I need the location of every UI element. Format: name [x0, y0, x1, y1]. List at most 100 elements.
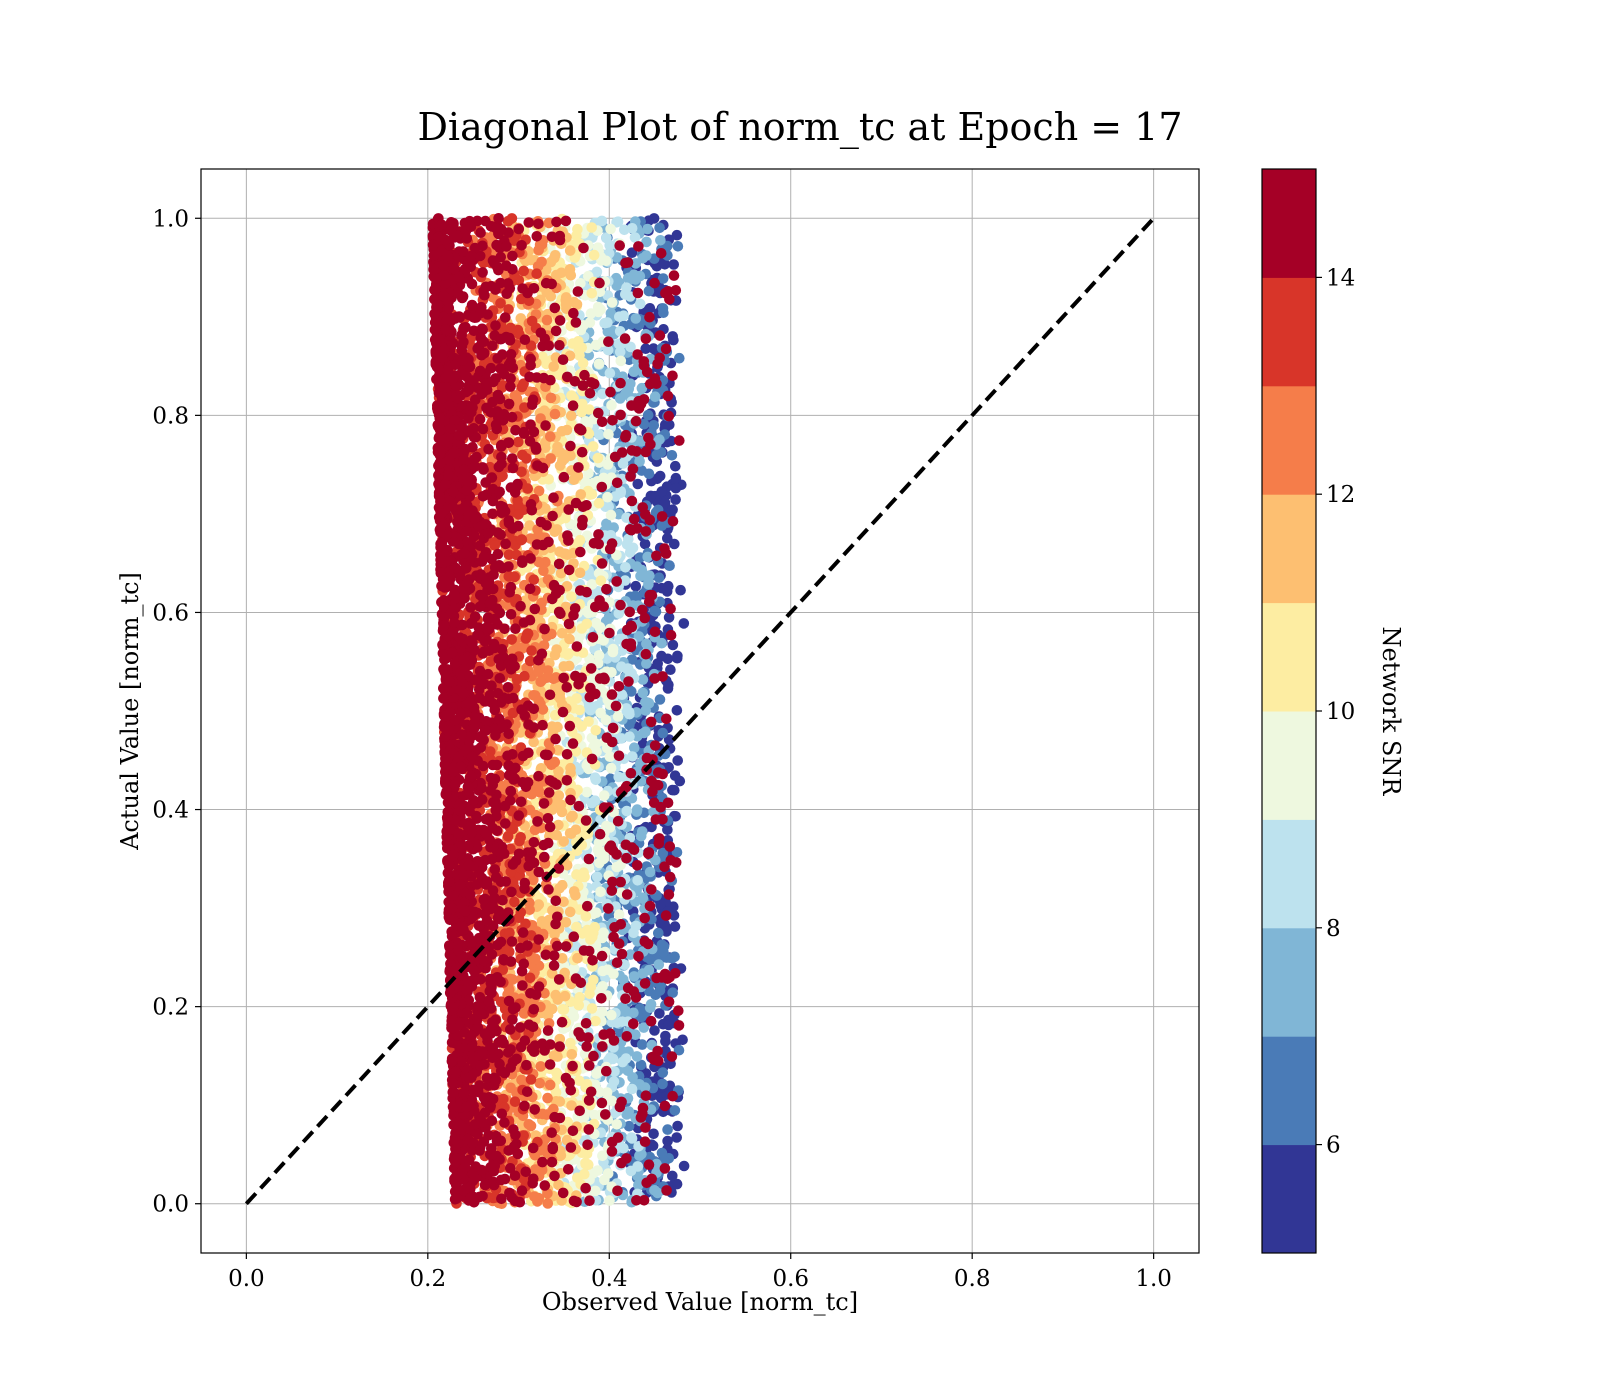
- scatter-point: [499, 623, 510, 635]
- scatter-point: [634, 298, 646, 310]
- scatter-point: [502, 831, 514, 842]
- scatter-point: [642, 551, 653, 563]
- scatter-point: [568, 963, 580, 974]
- scatter-point: [605, 223, 616, 235]
- scatter-point: [640, 343, 651, 355]
- scatter-point: [656, 486, 668, 497]
- scatter-point: [576, 406, 587, 418]
- scatter-point: [635, 1059, 647, 1071]
- scatter-point: [545, 392, 557, 404]
- scatter-point: [642, 223, 653, 235]
- scatter-point: [654, 1008, 665, 1019]
- scatter-point: [637, 674, 649, 685]
- scatter-point: [601, 232, 612, 244]
- scatter-point: [600, 714, 612, 726]
- scatter-point: [618, 1142, 629, 1154]
- scatter-point: [649, 391, 661, 403]
- scatter-point: [643, 215, 654, 226]
- scatter-point: [605, 308, 617, 319]
- scatter-point: [648, 420, 660, 431]
- scatter-point: [474, 413, 486, 425]
- scatter-point: [526, 645, 537, 656]
- scatter-point: [602, 344, 614, 356]
- scatter-point: [518, 265, 529, 277]
- scatter-point: [663, 580, 674, 592]
- scatter-point: [576, 623, 588, 634]
- scatter-point: [678, 618, 690, 629]
- scatter-point: [662, 1124, 673, 1135]
- scatter-point: [667, 987, 678, 998]
- scatter-point: [521, 453, 532, 464]
- scatter-point: [503, 398, 515, 410]
- scatter-point: [630, 313, 642, 324]
- scatter-point: [663, 679, 674, 690]
- scatter-point: [571, 869, 582, 880]
- scatter-point: [657, 727, 669, 739]
- scatter-point: [535, 676, 546, 688]
- scatter-point: [659, 259, 671, 270]
- scatter-point: [670, 494, 681, 505]
- scatter-point: [613, 771, 624, 783]
- scatter-point: [610, 491, 621, 502]
- scatter-point: [630, 920, 642, 932]
- scatter-point: [584, 700, 595, 711]
- scatter-point: [635, 570, 646, 582]
- scatter-point: [565, 812, 577, 823]
- scatter-point: [670, 472, 682, 484]
- scatter-point: [602, 1168, 614, 1179]
- scatter-point: [633, 631, 645, 642]
- scatter-point: [597, 1150, 608, 1162]
- scatter-point: [631, 1051, 643, 1062]
- scatter-point: [606, 399, 617, 411]
- scatter-point: [619, 575, 631, 586]
- scatter-point: [647, 1140, 659, 1152]
- scatter-point: [570, 890, 581, 901]
- scatter-point: [621, 805, 633, 817]
- scatter-point: [630, 580, 642, 592]
- scatter-point: [612, 711, 624, 722]
- scatter-point: [649, 1025, 660, 1036]
- scatter-point: [657, 1067, 669, 1078]
- scatter-point: [612, 216, 624, 227]
- scatter-point: [654, 470, 666, 482]
- scatter-point: [635, 830, 647, 842]
- scatter-point: [564, 245, 576, 256]
- scatter-point: [551, 644, 562, 655]
- scatter-point: [653, 959, 665, 970]
- scatter-point: [507, 462, 519, 474]
- scatter-point: [535, 1061, 546, 1072]
- scatter-point: [558, 661, 570, 672]
- scatter-point: [643, 285, 655, 297]
- scatter-point: [529, 1191, 540, 1202]
- scatter-point: [621, 1109, 632, 1120]
- scatter-point: [598, 927, 609, 938]
- scatter-point: [597, 388, 608, 400]
- scatter-point: [644, 570, 655, 581]
- scatter-point: [614, 346, 626, 358]
- scatter-point: [620, 562, 631, 573]
- scatter-point: [606, 1095, 618, 1107]
- scatter-point: [619, 224, 630, 236]
- scatter-point: [576, 342, 587, 353]
- scatter-point: [607, 646, 619, 658]
- scatter-point: [616, 689, 628, 700]
- scatter-point: [674, 352, 685, 364]
- scatter-point: [602, 491, 613, 503]
- scatter-point: [674, 775, 686, 787]
- scatter-point: [622, 1065, 634, 1077]
- scatter-point: [611, 1017, 623, 1028]
- scatter-point: [642, 409, 654, 421]
- scatter-point: [644, 1002, 656, 1014]
- scatter-point: [670, 460, 681, 472]
- scatter-point: [634, 270, 646, 282]
- scatter-point: [671, 229, 683, 241]
- scatter-point: [654, 222, 665, 234]
- scatter-point: [582, 924, 593, 936]
- scatter-point: [662, 533, 673, 544]
- scatter-point: [532, 666, 544, 677]
- scatter-point: [638, 1022, 650, 1033]
- scatter-point: [554, 883, 565, 894]
- scatter-point: [623, 706, 635, 718]
- scatter-point: [564, 906, 576, 918]
- scatter-point: [633, 1179, 644, 1191]
